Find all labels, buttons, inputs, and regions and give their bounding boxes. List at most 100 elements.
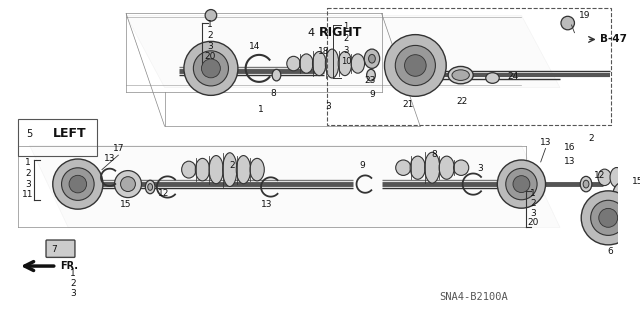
Ellipse shape [410,156,426,179]
Ellipse shape [580,176,592,192]
Text: 19: 19 [579,11,591,20]
Text: 3: 3 [70,289,76,298]
Ellipse shape [454,160,468,175]
Text: 17: 17 [113,144,124,153]
Circle shape [396,45,435,85]
Text: 2: 2 [588,134,594,143]
Circle shape [497,160,545,208]
Text: 1: 1 [343,22,349,31]
Text: FR.: FR. [61,261,79,271]
Text: 3: 3 [477,164,483,173]
Text: 3: 3 [530,209,536,218]
Circle shape [115,171,141,197]
Circle shape [506,168,537,200]
Text: 21: 21 [402,100,413,109]
Ellipse shape [396,160,411,175]
Circle shape [202,59,220,78]
Ellipse shape [300,54,313,73]
Text: 10: 10 [340,57,351,66]
Ellipse shape [351,54,365,73]
Circle shape [385,35,446,96]
Polygon shape [29,145,560,227]
Ellipse shape [439,156,454,179]
Circle shape [52,159,103,209]
Ellipse shape [182,161,196,178]
Ellipse shape [236,156,251,184]
Ellipse shape [452,70,469,80]
Ellipse shape [250,158,264,181]
Circle shape [69,175,86,193]
Circle shape [205,10,217,21]
Ellipse shape [364,49,380,68]
Text: 2: 2 [343,34,349,43]
Ellipse shape [209,156,223,184]
Ellipse shape [610,167,623,187]
Text: 13: 13 [104,154,115,163]
Ellipse shape [195,158,210,181]
Text: 22: 22 [456,97,467,106]
Text: LEFT: LEFT [53,128,87,140]
FancyBboxPatch shape [46,240,75,257]
Text: 20: 20 [527,218,539,227]
Circle shape [184,41,238,95]
Ellipse shape [148,184,152,190]
Text: 15: 15 [632,177,640,186]
Text: 8: 8 [432,150,438,159]
Text: 13: 13 [261,200,273,210]
Text: 3: 3 [207,42,213,51]
Text: 3: 3 [326,102,332,111]
Text: 24: 24 [507,71,518,81]
Ellipse shape [583,180,589,188]
Ellipse shape [448,66,473,84]
Ellipse shape [424,152,440,183]
Ellipse shape [598,169,611,186]
Text: 23: 23 [364,76,376,85]
Text: 2: 2 [530,199,536,208]
Text: 1: 1 [70,269,76,278]
Text: 7: 7 [51,245,56,254]
Circle shape [61,168,94,200]
Circle shape [599,208,618,227]
Ellipse shape [312,51,326,76]
Text: 12: 12 [158,189,169,198]
Polygon shape [126,15,560,88]
Text: 15: 15 [120,200,132,210]
Ellipse shape [272,69,281,81]
Text: 13: 13 [564,157,575,167]
Text: SNA4-B2100A: SNA4-B2100A [439,292,508,302]
Text: 5: 5 [26,129,33,139]
Bar [326,8,611,125]
Text: 1: 1 [207,20,213,29]
Circle shape [513,176,530,193]
Ellipse shape [145,180,155,194]
Text: 1: 1 [25,158,31,167]
Circle shape [619,187,632,201]
Text: 9: 9 [369,90,375,99]
Ellipse shape [338,51,352,76]
Circle shape [613,181,638,206]
Text: B-47: B-47 [600,34,627,44]
Ellipse shape [622,167,636,187]
Text: 1: 1 [530,189,536,198]
Ellipse shape [367,69,375,81]
Text: RIGHT: RIGHT [319,26,362,39]
Text: 8: 8 [271,89,276,98]
Text: 13: 13 [540,138,551,147]
Circle shape [591,200,626,235]
Text: 4: 4 [307,28,314,38]
Ellipse shape [369,55,375,63]
Circle shape [581,191,636,245]
Text: 14: 14 [248,42,260,51]
Circle shape [120,177,136,191]
Text: 2: 2 [25,169,31,178]
Text: 12: 12 [594,171,605,180]
Circle shape [561,16,575,30]
Text: 2: 2 [207,31,212,40]
Text: 2: 2 [229,161,235,170]
Text: 1: 1 [258,105,264,114]
Text: 20: 20 [204,52,216,61]
Text: 2: 2 [70,279,76,288]
Text: 11: 11 [22,190,33,199]
Circle shape [404,55,426,76]
Text: 16: 16 [564,143,575,152]
